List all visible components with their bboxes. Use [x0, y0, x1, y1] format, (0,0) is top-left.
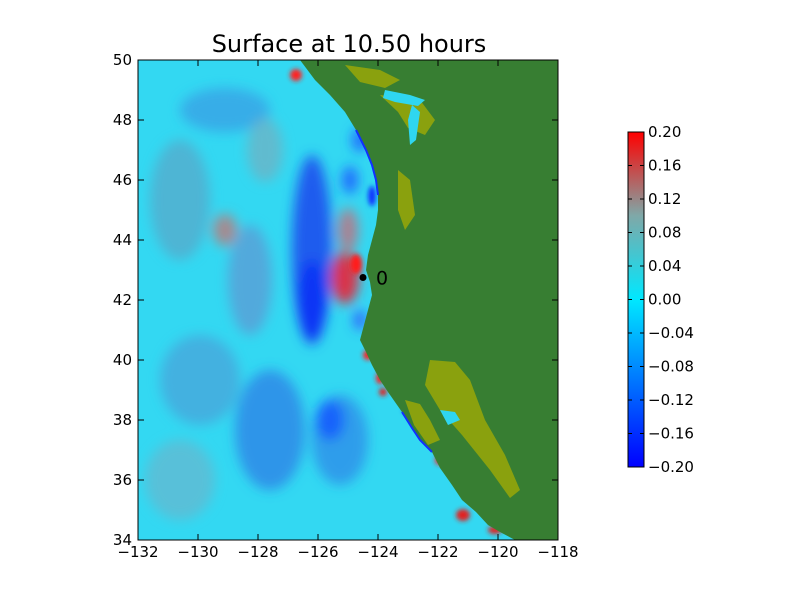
map-plot: [138, 60, 558, 540]
colorbar-tick-label: 0.16: [648, 157, 681, 175]
lowland-areas: [345, 65, 520, 498]
x-tick-label: −132: [117, 543, 158, 561]
colorbar-tick-label: 0.04: [648, 257, 681, 275]
coastline-fringe: [355, 129, 379, 196]
x-tick-label: −130: [177, 543, 218, 561]
x-tick-label: −126: [297, 543, 338, 561]
tide-gauge-label: 0: [376, 268, 388, 290]
land: [300, 60, 558, 540]
x-tick-label: −120: [477, 543, 518, 561]
tide-gauge: 0: [359, 268, 388, 290]
y-tick-label: 34: [113, 531, 132, 549]
inland-water: [383, 90, 460, 425]
colorbar-tick-label: 0.00: [648, 291, 681, 309]
y-tick-label: 42: [113, 291, 132, 309]
map-axes: −132 −130 −128 −126 −124 −122 −120 −118 50 48 46 44…: [113, 51, 579, 561]
surface-anomaly-field: [145, 88, 368, 520]
y-tick-label: 38: [113, 411, 132, 429]
map-title: Surface at 10.50 hours: [212, 30, 487, 58]
y-tick-label: 44: [113, 231, 132, 249]
x-tick-label: −128: [237, 543, 278, 561]
x-tick-label: −124: [357, 543, 398, 561]
colorbar-tick-label: −0.08: [648, 358, 694, 376]
x-tick-label: −118: [537, 543, 578, 561]
colorbar-tick-label: 0.08: [648, 224, 681, 242]
colorbar-tick-label: −0.16: [648, 425, 694, 443]
coastline-fringe-south: [401, 411, 433, 453]
y-tick-label: 36: [113, 471, 132, 489]
colorbar-axis: 0.20 0.16 0.12 0.08 0.04 0.00 −0.04 −0.08 −0.12 −…: [628, 123, 694, 476]
y-tick-label: 50: [113, 51, 132, 69]
colorbar-tick-label: −0.20: [648, 458, 694, 476]
colorbar-tick-label: −0.12: [648, 391, 694, 409]
tide-gauge-marker[interactable]: [359, 274, 367, 281]
colorbar-tick-label: 0.12: [648, 190, 681, 208]
colorbar-tick-label: −0.04: [648, 324, 694, 342]
y-tick-label: 48: [113, 111, 132, 129]
x-tick-label: −122: [417, 543, 458, 561]
colorbar-tick-label: 0.20: [648, 123, 681, 141]
y-tick-label: 40: [113, 351, 132, 369]
y-tick-label: 46: [113, 171, 132, 189]
